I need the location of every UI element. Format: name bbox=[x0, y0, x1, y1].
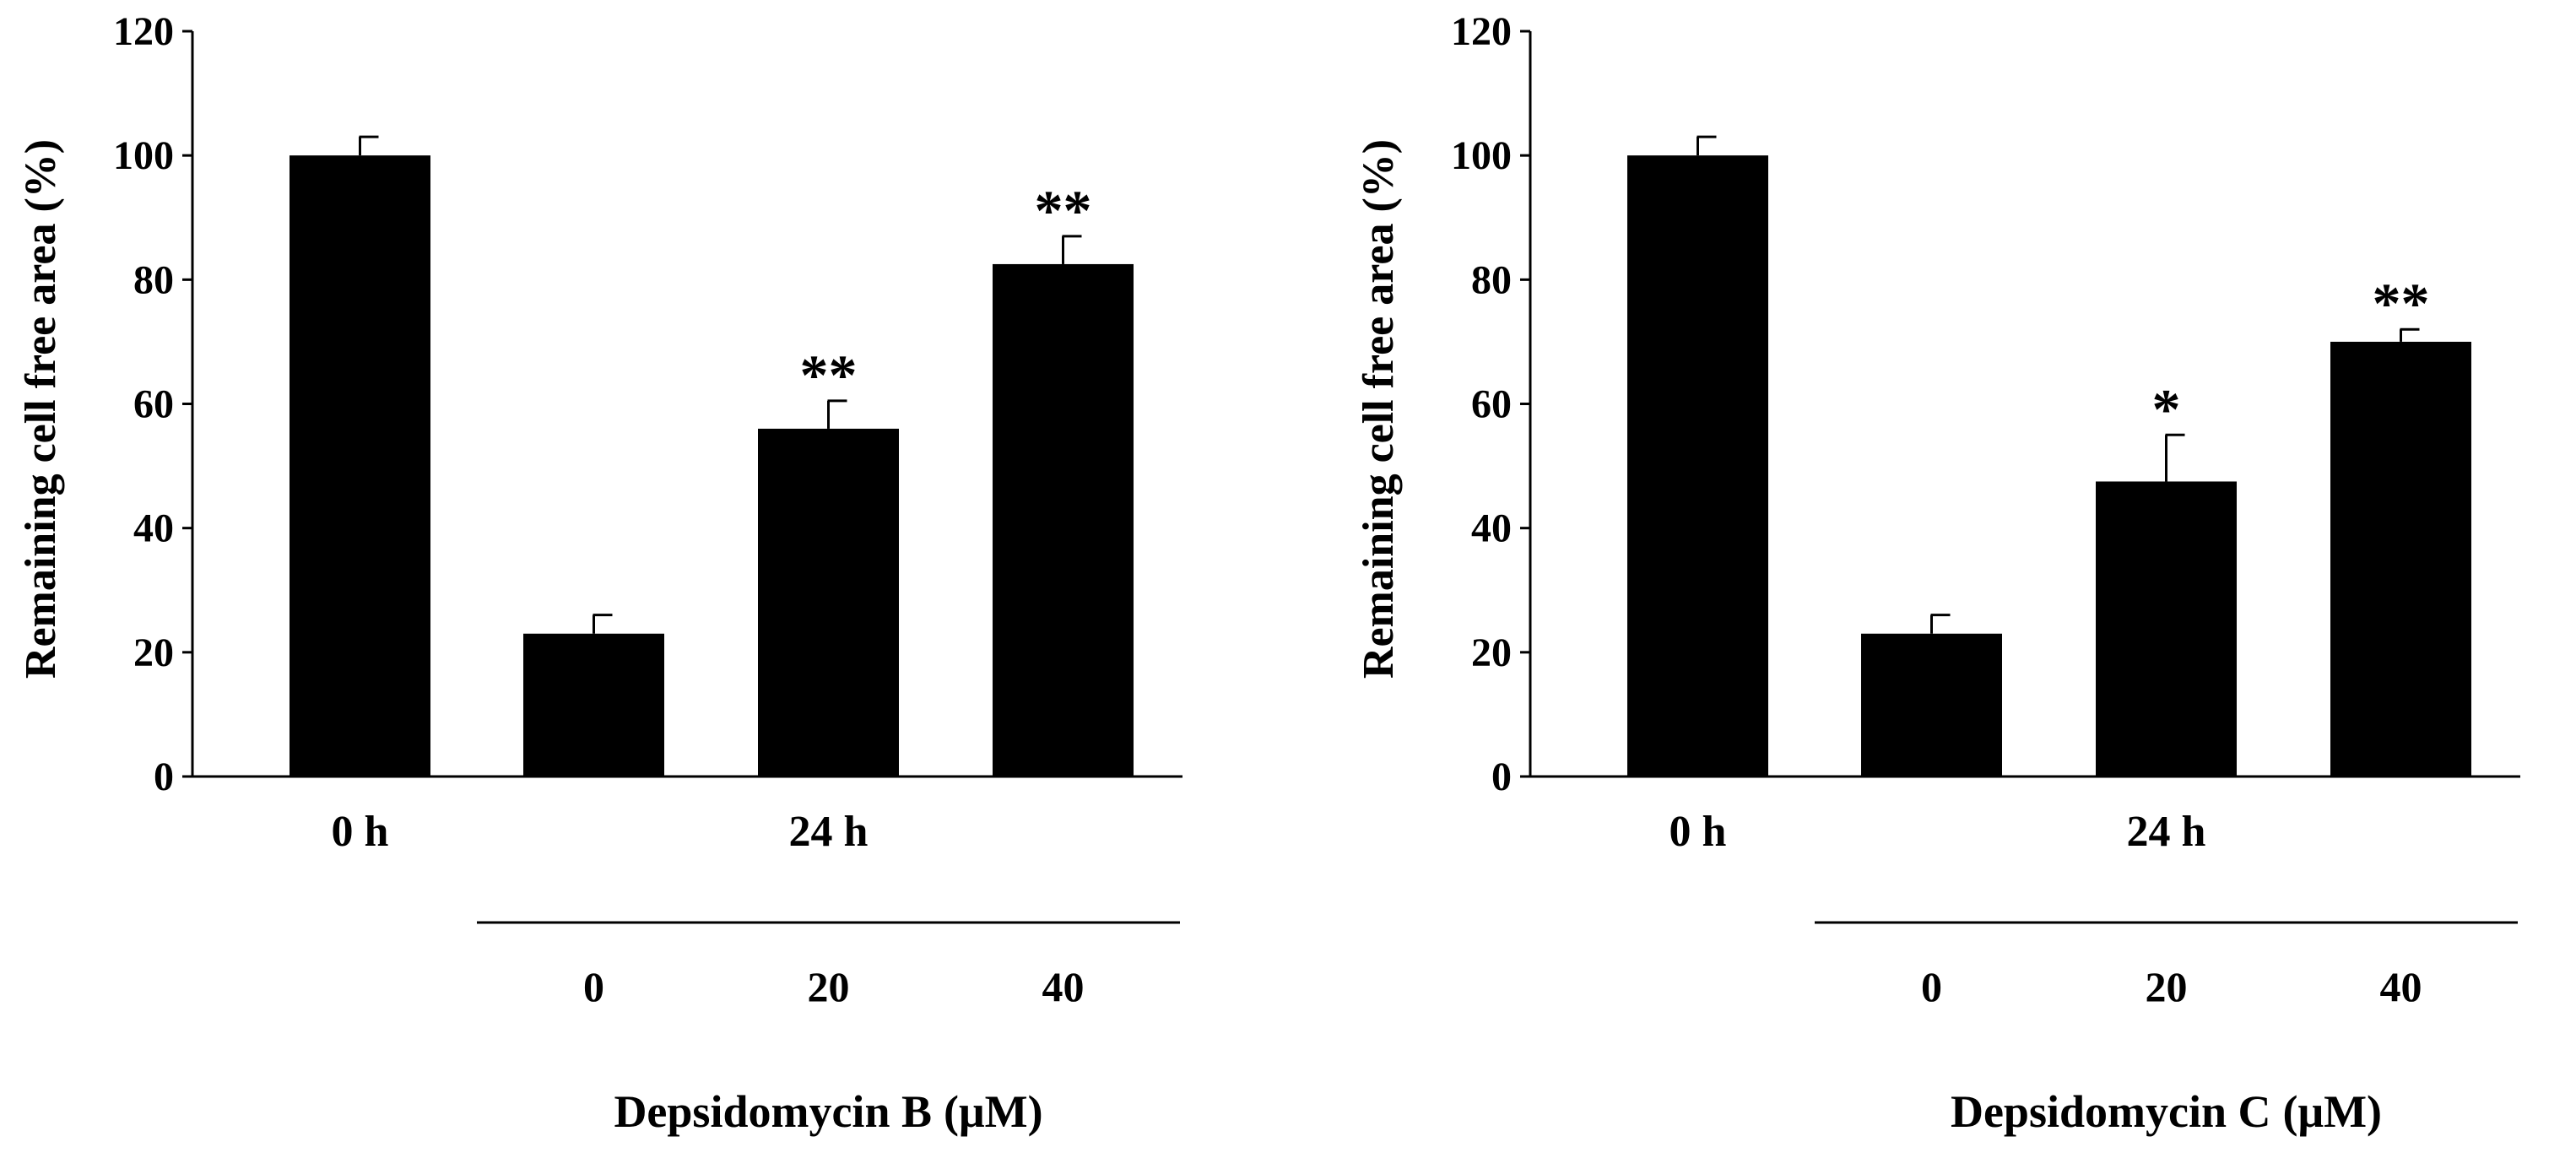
y-tick-label: 80 bbox=[133, 257, 174, 302]
bar bbox=[1861, 633, 2002, 777]
group-label-0h: 0 h bbox=[1670, 808, 1727, 856]
y-tick-label: 100 bbox=[1451, 133, 1512, 178]
y-tick-label: 80 bbox=[1471, 257, 1512, 302]
dose-label: 20 bbox=[2146, 963, 2188, 1010]
group-label-0h: 0 h bbox=[332, 808, 389, 856]
dose-label: 0 bbox=[583, 963, 604, 1010]
y-axis-label: Remaining cell free area (%) bbox=[1355, 139, 1403, 679]
dose-label: 40 bbox=[2380, 963, 2422, 1010]
significance-marker: ** bbox=[800, 343, 858, 407]
chart-panel-2: 0 20 40 60 80 100 120 Remaining cell free area … bbox=[1355, 9, 2520, 1137]
y-tick-label: 0 bbox=[154, 755, 174, 799]
significance-marker: ** bbox=[1035, 178, 1092, 242]
compound-unit: (μM) bbox=[2282, 1086, 2382, 1137]
chart-panel-1: 0 20 40 60 80 100 120 Remaining cell free area … bbox=[17, 9, 1182, 1137]
compound-label: Depsidomycin B (μM) bbox=[614, 1086, 1042, 1137]
y-tick-label: 20 bbox=[1471, 630, 1512, 675]
y-tick-label: 60 bbox=[133, 382, 174, 427]
bar bbox=[2330, 341, 2471, 777]
y-tick-label: 40 bbox=[133, 506, 174, 551]
bar bbox=[758, 428, 899, 777]
bar bbox=[2096, 481, 2237, 777]
y-tick-label: 60 bbox=[1471, 382, 1512, 427]
significance-marker: ** bbox=[2373, 271, 2430, 335]
group-label-24h: 24 h bbox=[2127, 808, 2206, 856]
bar bbox=[290, 155, 430, 777]
y-tick-label: 20 bbox=[133, 630, 174, 675]
bar bbox=[523, 633, 664, 777]
compound-name: Depsidomycin B bbox=[614, 1086, 932, 1137]
group-label-24h: 24 h bbox=[789, 808, 869, 856]
significance-marker: * bbox=[2152, 376, 2181, 441]
y-tick-label: 0 bbox=[1491, 755, 1512, 799]
y-tick-label: 100 bbox=[113, 133, 174, 178]
y-tick-label: 40 bbox=[1471, 506, 1512, 551]
y-tick-label: 120 bbox=[1451, 9, 1512, 54]
bar bbox=[993, 263, 1134, 777]
bar bbox=[1627, 155, 1768, 777]
dose-label: 20 bbox=[808, 963, 850, 1010]
y-axis-label: Remaining cell free area (%) bbox=[17, 139, 65, 679]
compound-unit: (μM) bbox=[944, 1086, 1043, 1137]
compound-name: Depsidomycin C bbox=[1951, 1086, 2271, 1137]
dose-label: 40 bbox=[1042, 963, 1085, 1010]
dose-label: 0 bbox=[1921, 963, 1942, 1010]
compound-label: Depsidomycin C (μM) bbox=[1951, 1086, 2382, 1137]
y-tick-label: 120 bbox=[113, 9, 174, 54]
